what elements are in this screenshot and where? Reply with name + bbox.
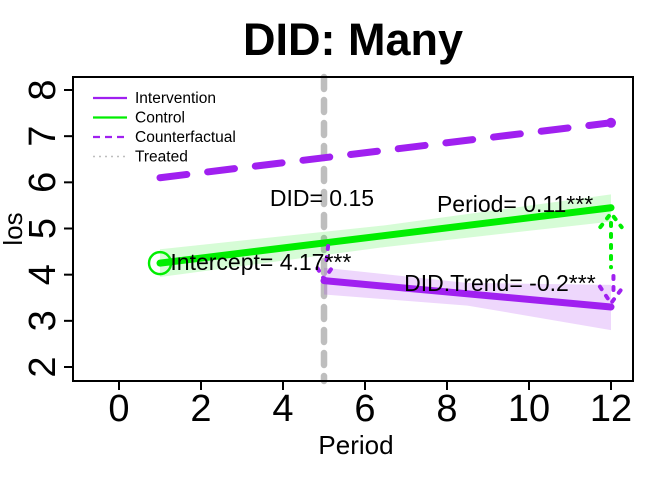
y-tick-label-8: 8 (22, 79, 64, 100)
series-end-dot (606, 117, 616, 128)
series-line-counterfactual (156, 119, 615, 182)
x-tick-label-2: 2 (190, 388, 211, 430)
annotation-intercept: Intercept= 4.17*** (170, 249, 351, 275)
annotation-did-trend: DID.Trend= -0.2*** (404, 270, 596, 296)
y-tick-label-2: 2 (22, 356, 64, 377)
legend-label-counterfactual: Counterfactual (135, 129, 236, 146)
difference-connector (597, 284, 626, 307)
annotation-did: DID= 0.15 (270, 185, 374, 211)
series-line-control (156, 204, 615, 267)
y-tick-label-7: 7 (22, 126, 64, 147)
y-axis-label: los (0, 212, 28, 245)
x-axis-label: Period (318, 430, 393, 460)
plot-area (147, 73, 626, 385)
x-tick-label-0: 0 (108, 388, 129, 430)
x-tick-label-6: 6 (354, 388, 375, 430)
y-tick-label-3: 3 (22, 310, 64, 331)
y-tick-label-5: 5 (22, 218, 64, 239)
y-tick-label-4: 4 (22, 264, 64, 285)
x-tick-label-12: 12 (590, 388, 632, 430)
axis-tick-marks (64, 89, 612, 390)
y-tick-label-6: 6 (22, 172, 64, 193)
ci-band-intervention (324, 267, 611, 331)
legend-label-control: Control (135, 110, 185, 127)
x-tick-label-8: 8 (436, 388, 457, 430)
control-start-marker (147, 250, 173, 276)
legend: Intervention Control Counterfactual Trea… (93, 90, 236, 166)
x-tick-label-4: 4 (272, 388, 293, 430)
difference-connector (315, 264, 336, 283)
difference-connector (324, 244, 331, 267)
chart-title: DID: Many (243, 14, 463, 65)
legend-label-intervention: Intervention (135, 90, 216, 107)
annotation-period: Period= 0.11*** (437, 191, 593, 217)
x-tick-label-10: 10 (508, 388, 550, 430)
series-line-intervention (320, 277, 615, 311)
legend-label-treated: Treated (135, 149, 188, 166)
